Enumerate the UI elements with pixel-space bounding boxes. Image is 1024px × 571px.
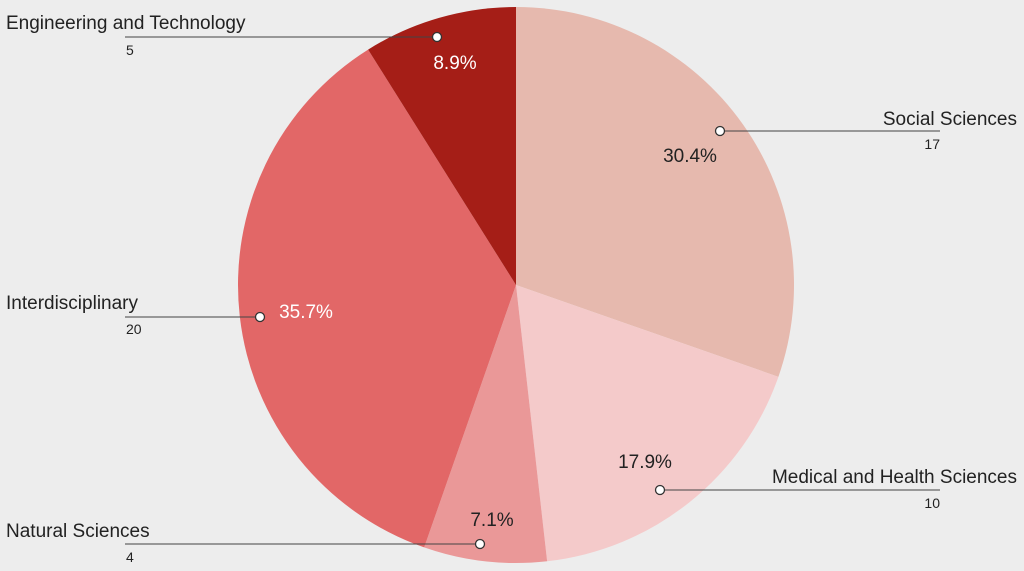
slice-value: 4	[126, 549, 134, 565]
slice-percent: 17.9%	[618, 452, 672, 473]
label-medical-health-sciences: Medical and Health Sciences 10 17.9%	[618, 452, 1017, 511]
pie-slice-social-sciences	[516, 7, 794, 377]
slice-value: 17	[924, 136, 940, 152]
label-engineering-technology: Engineering and Technology 5 8.9%	[6, 13, 477, 74]
slice-label: Social Sciences	[883, 109, 1017, 130]
pie-slice-interdisciplinary	[238, 49, 516, 548]
leader-dot	[431, 31, 443, 43]
label-natural-sciences: Natural Sciences 4 7.1%	[6, 510, 514, 565]
slice-percent: 30.4%	[663, 146, 717, 167]
label-interdisciplinary: Interdisciplinary 20 35.7%	[6, 293, 333, 337]
leader-dot	[474, 538, 486, 550]
slice-percent: 35.7%	[279, 302, 333, 323]
slice-value: 20	[126, 321, 142, 337]
slice-label: Interdisciplinary	[6, 293, 138, 314]
slice-value: 5	[126, 42, 134, 58]
pie-slice-natural-sciences	[424, 285, 548, 563]
slice-label: Natural Sciences	[6, 521, 150, 542]
label-social-sciences: Social Sciences 17 30.4%	[663, 109, 1017, 167]
slice-percent: 8.9%	[433, 53, 476, 74]
slice-percent: 7.1%	[470, 510, 513, 531]
pie-slices	[238, 7, 794, 563]
slice-label: Engineering and Technology	[6, 13, 246, 34]
leader-dot	[654, 484, 666, 496]
leader-dot	[254, 311, 266, 323]
leader-dot	[714, 125, 726, 137]
pie-slice-medical-and-health-sciences	[516, 285, 779, 562]
pie-slice-engineering-and-technology	[368, 7, 516, 285]
slice-value: 10	[924, 495, 940, 511]
slice-label: Medical and Health Sciences	[772, 467, 1017, 488]
